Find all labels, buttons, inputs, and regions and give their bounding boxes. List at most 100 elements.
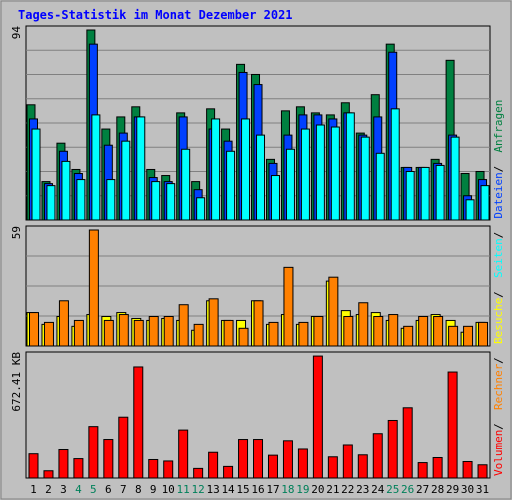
bar-seiten-day-13 — [211, 118, 221, 221]
bar-rechner-day-2 — [43, 321, 54, 347]
bar-volumen-day-27 — [417, 462, 428, 479]
x-tick-label: 4 — [75, 483, 82, 496]
x-tick-label: 21 — [326, 483, 339, 496]
bar-rechner-day-18 — [283, 266, 294, 347]
bar-rechner-day-11 — [178, 304, 189, 347]
y-max-label-top: 94 — [10, 26, 23, 40]
bar-rechner-day-17 — [268, 321, 279, 347]
bar-rechner-day-8 — [133, 319, 144, 347]
x-tick-label: 25 — [386, 483, 399, 496]
bar-rechner-day-25 — [388, 314, 399, 347]
bar-volumen-day-24 — [372, 433, 383, 479]
bar-rechner-day-6 — [103, 319, 114, 347]
bar-volumen-day-4 — [73, 458, 84, 479]
bar-rechner-day-16 — [253, 300, 264, 347]
x-tick-label: 8 — [135, 483, 142, 496]
x-tick-label: 5 — [90, 483, 97, 496]
x-tick-label: 30 — [461, 483, 474, 496]
x-tick-label: 27 — [416, 483, 429, 496]
x-tick-label: 18 — [281, 483, 294, 496]
x-tick-label: 26 — [401, 483, 414, 496]
bar-rechner-day-9 — [148, 316, 159, 347]
bar-seiten-day-7 — [121, 140, 131, 221]
bar-volumen-day-17 — [267, 454, 278, 479]
x-tick-label: 23 — [356, 483, 369, 496]
bar-volumen-day-1 — [28, 453, 39, 479]
bar-volumen-day-11 — [178, 429, 189, 479]
bar-volumen-day-7 — [118, 416, 129, 479]
bar-seiten-day-8 — [136, 116, 146, 221]
bar-volumen-day-14 — [223, 465, 234, 479]
bar-seiten-day-6 — [106, 179, 116, 221]
bar-seiten-day-27 — [420, 166, 430, 221]
x-tick-label: 31 — [476, 483, 489, 496]
x-tick-label: 16 — [251, 483, 264, 496]
bar-volumen-day-22 — [342, 444, 353, 479]
bar-rechner-day-23 — [358, 302, 369, 347]
legend-separator: / — [492, 166, 505, 173]
bar-volumen-day-29 — [447, 371, 458, 479]
panel-bottom — [25, 351, 491, 479]
chart-title: Tages-Statistik im Monat Dezember 2021 — [18, 8, 293, 22]
bar-seiten-day-26 — [405, 170, 415, 221]
bar-seiten-day-15 — [241, 118, 251, 221]
bar-rechner-day-31 — [478, 321, 489, 347]
bar-seiten-day-25 — [390, 108, 400, 221]
legend-separator: / — [492, 423, 505, 430]
bar-volumen-day-25 — [387, 419, 398, 479]
bar-rechner-day-1 — [29, 312, 39, 347]
bar-seiten-day-17 — [270, 175, 280, 221]
bar-seiten-day-31 — [480, 185, 490, 221]
bar-rechner-day-21 — [328, 276, 339, 347]
bar-volumen-day-8 — [133, 366, 144, 479]
bar-rechner-day-14 — [223, 319, 234, 347]
bar-seiten-day-5 — [91, 114, 101, 221]
panel-top — [25, 25, 491, 221]
panel-middle — [25, 225, 491, 347]
bar-volumen-day-3 — [58, 449, 69, 479]
bar-seiten-day-24 — [375, 152, 385, 221]
bar-rechner-day-12 — [193, 323, 204, 347]
bar-rechner-day-22 — [343, 316, 354, 347]
bar-rechner-day-3 — [58, 300, 69, 347]
x-tick-label: 9 — [150, 483, 157, 496]
panels — [25, 25, 491, 479]
bar-volumen-day-15 — [238, 439, 249, 479]
bar-rechner-day-19 — [298, 321, 309, 347]
legend-item-besuche: Besuche — [492, 298, 505, 344]
x-tick-label: 29 — [446, 483, 459, 496]
bar-seiten-day-4 — [76, 179, 86, 221]
bar-volumen-day-28 — [432, 456, 443, 479]
x-tick-label: 17 — [266, 483, 279, 496]
bar-volumen-day-9 — [148, 458, 159, 479]
bar-rechner-day-7 — [118, 314, 129, 347]
x-tick-label: 11 — [177, 483, 190, 496]
x-tick-label: 12 — [192, 483, 205, 496]
bar-volumen-day-21 — [327, 456, 338, 479]
bar-volumen-day-19 — [297, 448, 308, 479]
bar-seiten-day-22 — [345, 112, 355, 221]
bar-volumen-day-31 — [477, 464, 488, 479]
bar-seiten-day-2 — [46, 185, 56, 221]
x-tick-label: 1 — [30, 483, 37, 496]
x-tick-label: 7 — [120, 483, 127, 496]
bar-volumen-day-16 — [253, 439, 264, 479]
bar-volumen-day-20 — [312, 355, 323, 479]
x-tick-label: 14 — [221, 483, 235, 496]
x-axis-labels: 1 2 3 4 5 6 7 8 9 10 11 12 13 14 15 16 17 18 19 20 21 22 23 24 2… — [30, 483, 489, 496]
x-tick-label: 24 — [371, 483, 385, 496]
x-tick-label: 28 — [431, 483, 444, 496]
legend-separator: / — [492, 291, 505, 298]
bar-rechner-day-4 — [73, 319, 84, 347]
x-tick-label: 22 — [341, 483, 354, 496]
bar-volumen-day-12 — [193, 467, 204, 479]
bar-rechner-day-10 — [163, 316, 174, 347]
bar-rechner-day-27 — [418, 316, 429, 347]
y-max-label-middle: 59 — [10, 226, 23, 239]
bar-rechner-day-29 — [448, 325, 459, 347]
bar-volumen-day-26 — [402, 407, 413, 479]
bar-volumen-day-6 — [103, 439, 114, 479]
bar-rechner-day-28 — [433, 316, 444, 347]
x-tick-label: 20 — [311, 483, 324, 496]
